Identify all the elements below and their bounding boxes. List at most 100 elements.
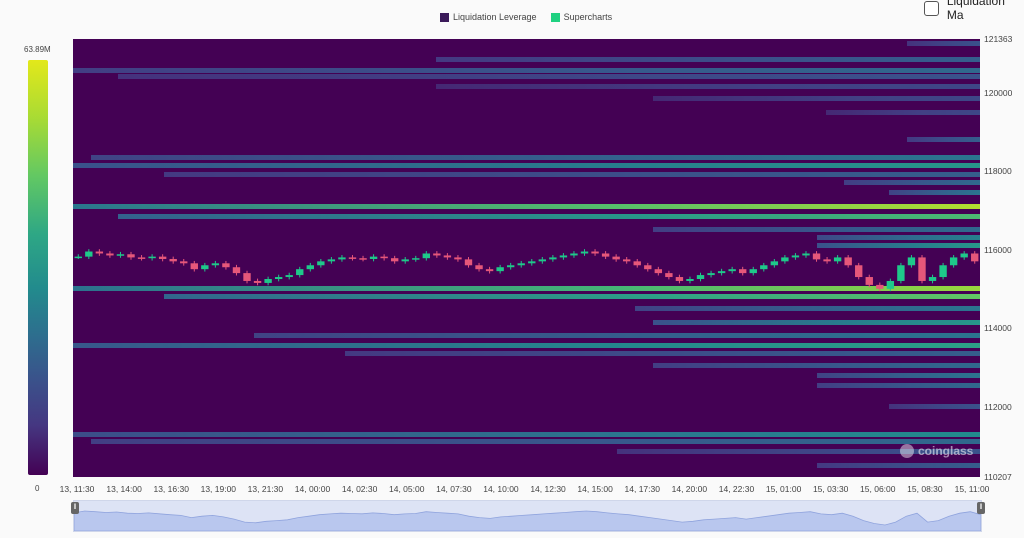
liquidation-band: [73, 286, 980, 292]
candle-body: [549, 257, 557, 260]
candle-body: [348, 257, 357, 259]
candle-body: [844, 257, 852, 266]
candle-body: [728, 269, 736, 272]
candle-body: [180, 261, 188, 264]
y-tick-label: 110207: [984, 472, 1012, 482]
x-tick-label: 15, 01:00: [765, 484, 802, 494]
candle-body: [623, 259, 631, 262]
liquidation-band: [816, 462, 980, 468]
candle-body: [654, 269, 663, 274]
navigator-mini-chart: [74, 510, 981, 531]
x-tick-label: 14, 05:00: [389, 484, 425, 494]
liquidation-band: [653, 319, 980, 325]
candle-body: [633, 261, 641, 266]
y-tick-label: 114000: [984, 323, 1012, 334]
coinglass-logo-icon: [900, 444, 914, 458]
navigator-left-handle[interactable]: ‖: [71, 502, 79, 514]
candle-body: [791, 255, 800, 258]
liquidation-band: [843, 180, 980, 186]
liquidation-band: [435, 56, 980, 62]
liquidation-band: [907, 40, 980, 46]
liquidation-band: [345, 351, 980, 357]
price-candles: [74, 249, 979, 292]
candle-body: [760, 265, 768, 270]
candle-body: [665, 273, 673, 278]
liquidation-band: [889, 404, 980, 410]
x-tick-label: 13, 11:30: [59, 484, 95, 494]
x-tick-label: 14, 02:30: [341, 484, 378, 494]
candle-body: [612, 256, 620, 260]
x-tick-label: 15, 08:30: [907, 484, 943, 494]
navigator-right-handle[interactable]: ‖: [977, 502, 985, 514]
candle-body: [169, 258, 177, 262]
x-tick-label: 14, 00:00: [294, 484, 331, 494]
candle-body: [317, 261, 325, 266]
candle-body: [95, 251, 104, 254]
candle-body: [707, 273, 715, 276]
toggle-label: Liquidation Ma: [946, 0, 1005, 22]
candle-body: [485, 269, 494, 272]
candle-body: [717, 271, 726, 274]
liquidation-band: [163, 172, 980, 178]
liquidation-band: [653, 227, 980, 233]
legend-swatch: [440, 12, 449, 22]
candle-body: [538, 259, 547, 262]
x-tick-label: 14, 20:00: [671, 484, 708, 494]
candle-body: [222, 263, 230, 268]
candle-body: [865, 277, 873, 285]
range-navigator[interactable]: [73, 500, 982, 532]
candle-body: [201, 265, 209, 270]
candle-body: [296, 269, 304, 276]
candle-body: [686, 279, 694, 281]
candle-body: [907, 257, 916, 266]
candle-body: [443, 255, 452, 258]
legend-swatch: [550, 12, 560, 22]
candle-body: [127, 254, 135, 258]
liquidation-band: [825, 109, 980, 115]
candle-body: [475, 265, 483, 270]
candle-body: [106, 253, 114, 256]
candle-body: [306, 265, 314, 270]
legend-item-liquidation-leverage[interactable]: Liquidation Leverage: [440, 12, 537, 22]
candle-body: [876, 284, 884, 289]
legend-label: Supercharts: [563, 12, 613, 22]
candle-body: [939, 265, 947, 278]
candle-body: [158, 256, 167, 259]
candle-body: [559, 255, 568, 258]
liquidation-band: [73, 343, 980, 349]
liquidation-band: [73, 203, 980, 209]
candle-body: [897, 265, 905, 281]
x-tick-label: 14, 22:30: [718, 484, 755, 494]
candle-body: [390, 258, 399, 262]
candle-body: [675, 277, 684, 281]
candle-body: [855, 265, 863, 278]
liquidation-band: [73, 162, 980, 168]
x-tick-label: 13, 14:00: [106, 484, 142, 494]
candle-body: [802, 253, 810, 256]
candle-body: [148, 256, 156, 259]
liquidation-toggle[interactable]: Liquidation Ma: [924, 0, 1024, 22]
heatmap-plot-area[interactable]: [73, 39, 980, 477]
candle-body: [886, 280, 895, 289]
liquidation-band: [163, 294, 980, 300]
candle-body: [528, 261, 536, 264]
x-tick-label: 14, 17:30: [624, 484, 660, 494]
toggle-checkbox[interactable]: [924, 0, 939, 16]
legend-item-supercharts[interactable]: Supercharts: [550, 12, 613, 22]
liquidation-band: [91, 154, 980, 160]
candle-body: [696, 275, 705, 280]
colorbar-max-label: 63.89M: [24, 45, 51, 54]
candle-body: [116, 254, 125, 256]
candle-body: [253, 280, 262, 283]
candle-body: [570, 253, 578, 256]
candle-body: [338, 257, 346, 260]
x-tick-label: 13, 19:00: [200, 484, 237, 494]
candle-body: [274, 277, 283, 280]
liquidation-band: [73, 68, 980, 74]
x-tick-label: 14, 15:00: [577, 484, 613, 494]
y-tick-label: 116000: [984, 244, 1012, 255]
liquidation-band: [617, 449, 980, 455]
candle-body: [833, 257, 842, 262]
watermark-text: coinglass: [918, 444, 974, 458]
liquidation-band: [91, 439, 980, 445]
